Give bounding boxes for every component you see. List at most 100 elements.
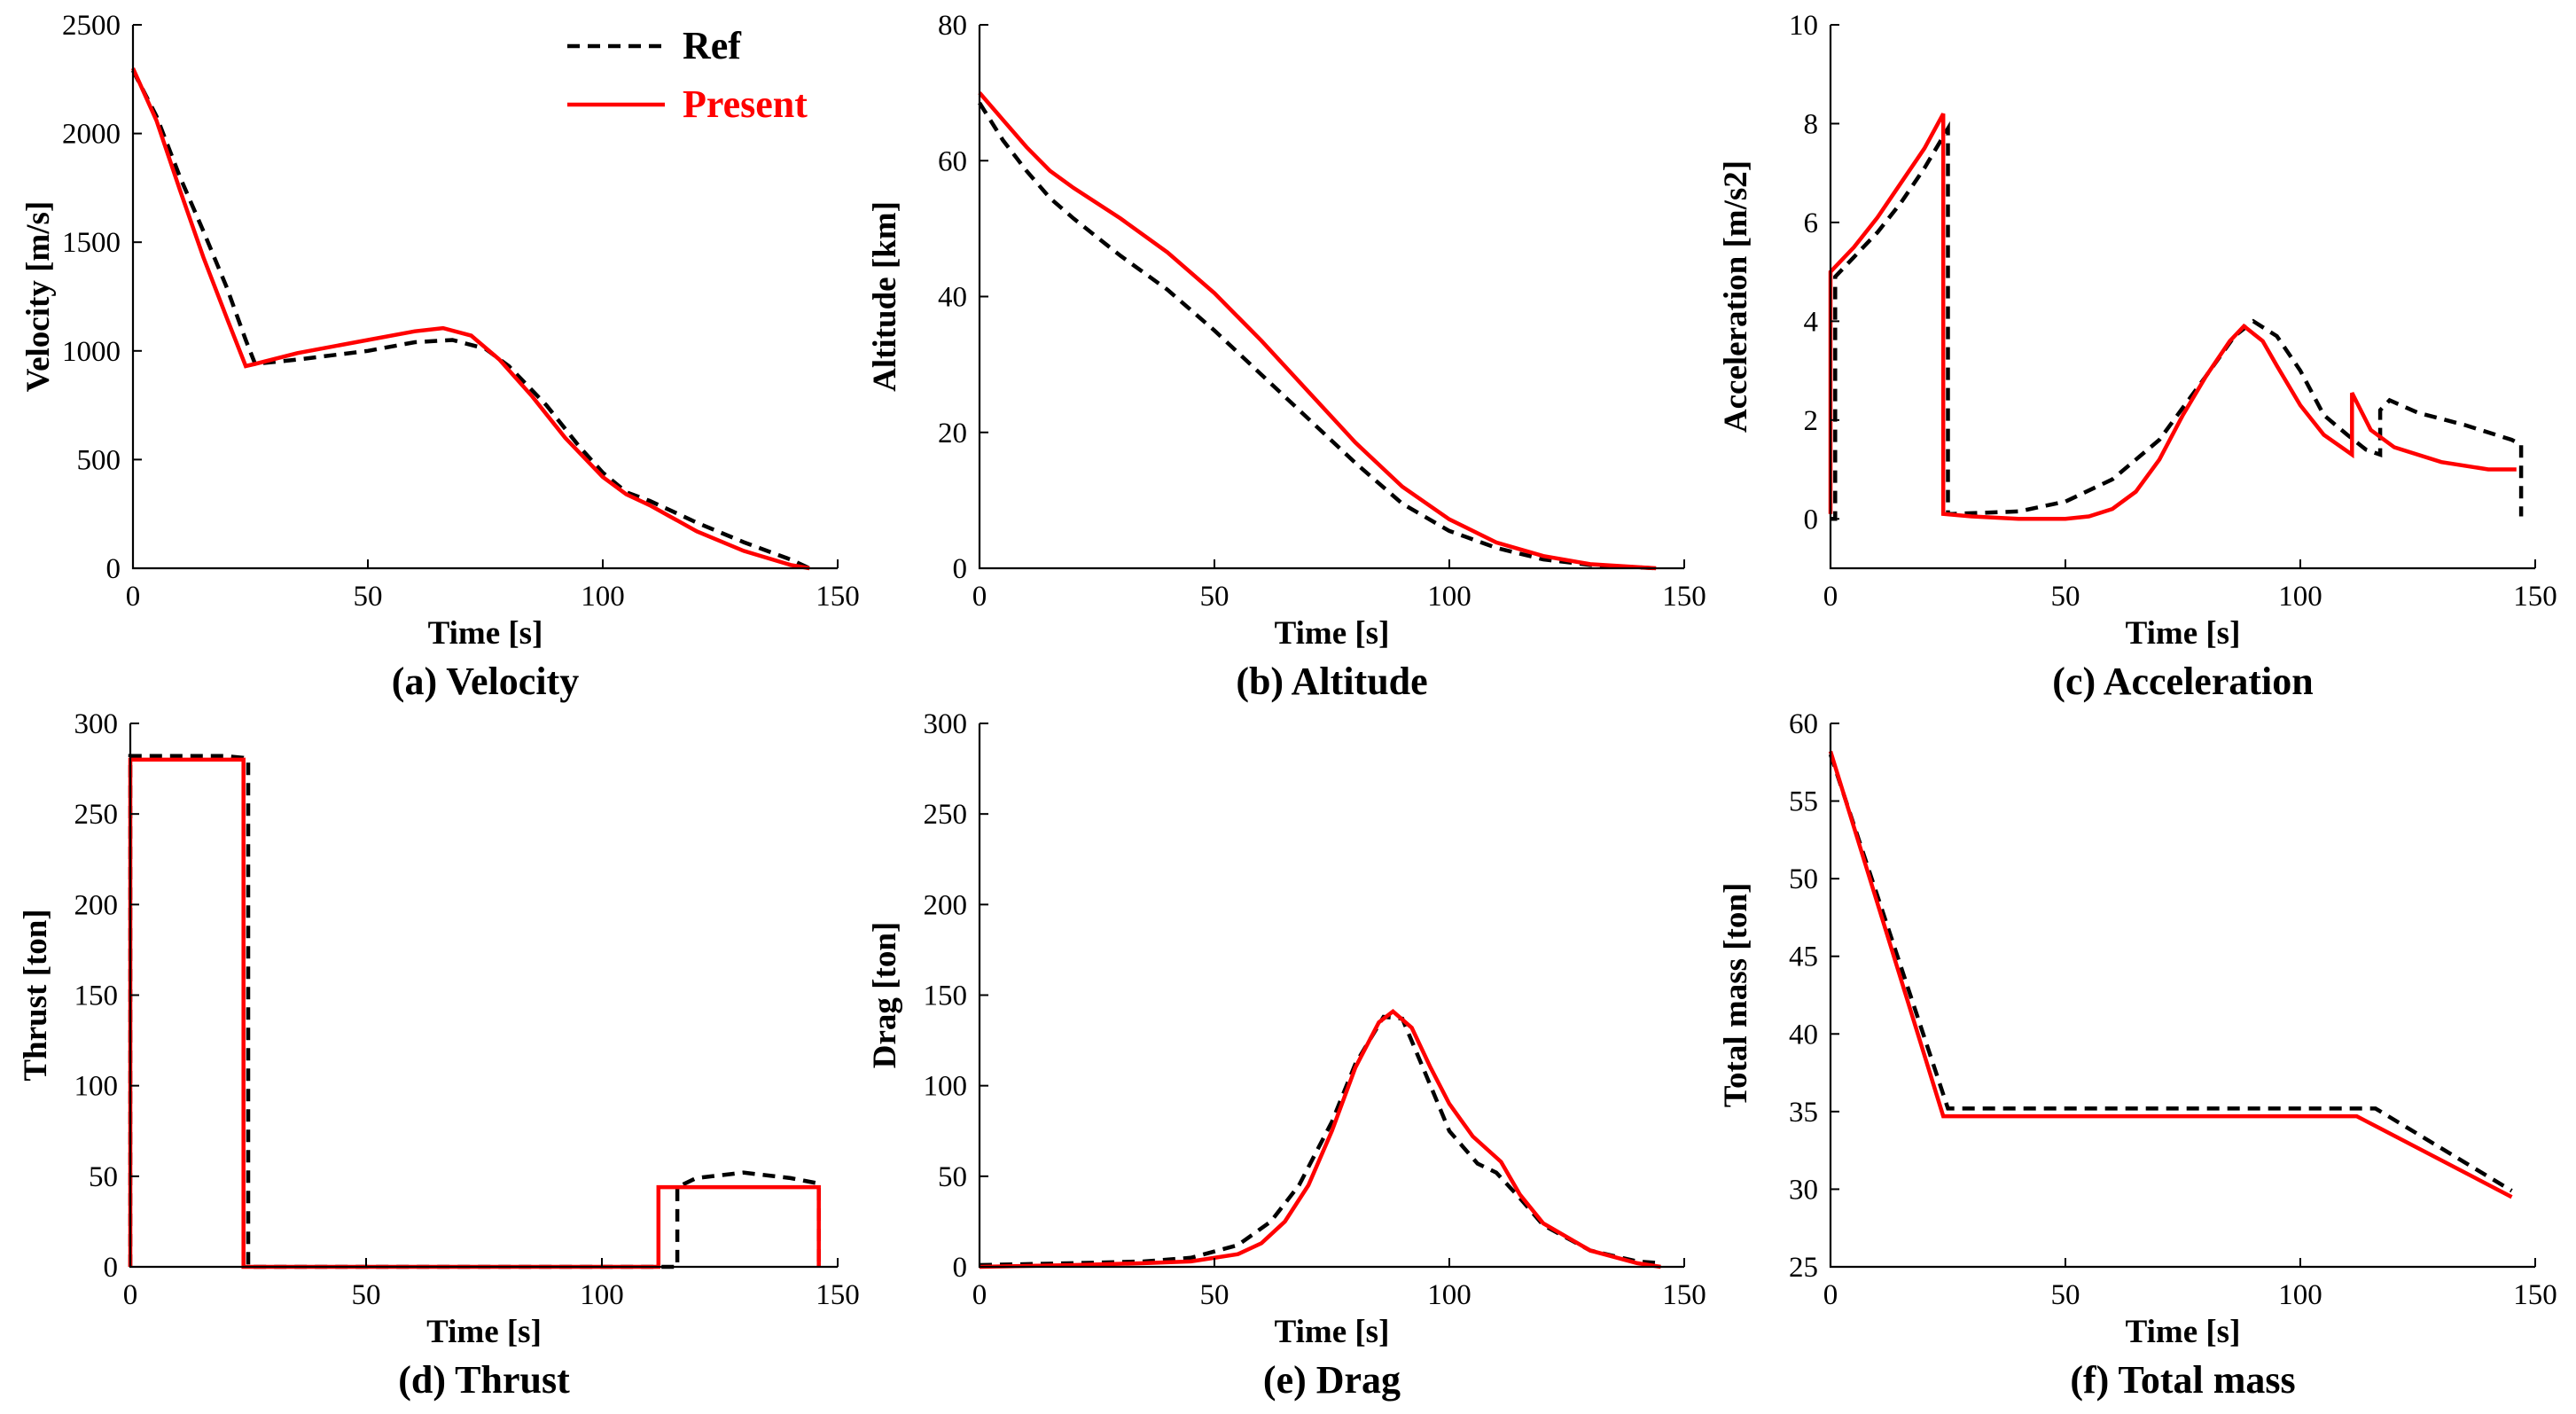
y-axis-label: Drag [ton]	[867, 922, 903, 1068]
x-tick-label: 150	[816, 1279, 860, 1311]
y-tick-label: 50	[1789, 863, 1818, 895]
series-ref-line	[1828, 754, 2513, 1193]
x-tick-label: 150	[1662, 581, 1706, 613]
x-tick-label: 100	[1427, 581, 1471, 613]
y-tick-label: 80	[938, 10, 967, 42]
y-axis-label: Velocity [m/s]	[20, 201, 57, 392]
y-tick-label: 0	[953, 1252, 968, 1284]
axes-frame	[1829, 25, 2535, 570]
y-tick-label: 200	[74, 889, 119, 921]
series-present-line	[1828, 750, 2513, 1199]
x-tick-label: 50	[354, 581, 383, 613]
x-axis-label: Time [s]	[1275, 615, 1390, 652]
series-ref-line	[128, 754, 821, 1269]
y-tick-label: 0	[1804, 504, 1819, 535]
x-tick-label: 150	[2513, 1279, 2557, 1311]
y-tick-label: 250	[924, 799, 968, 831]
y-tick-label: 0	[104, 1252, 119, 1284]
y-tick-label: 2000	[62, 119, 121, 151]
series-ref-line	[978, 101, 1657, 571]
axes-frame	[978, 25, 1684, 570]
series-ref-line	[1831, 121, 2524, 521]
y-tick-label: 150	[74, 980, 119, 1012]
series-present-line	[128, 757, 821, 1269]
y-tick-label: 4	[1804, 306, 1819, 338]
x-axis-label: Time [s]	[428, 615, 543, 652]
series-present-line	[978, 91, 1657, 571]
panel-total-mass: 0 50 100 150 25 30 35 40 45 50 55 60 Time [s] Total m…	[1718, 708, 2557, 1402]
series-ref-line	[979, 1014, 1661, 1268]
y-tick-label: 2500	[62, 10, 121, 42]
x-axis-label: Time [s]	[1275, 1314, 1390, 1350]
x-tick-label: 0	[1823, 1279, 1838, 1311]
panel-altitude: 0 50 100 150 0 20 40 60 80 Time [s] Altitude [km] (…	[867, 10, 1706, 703]
y-tick-label: 40	[1789, 1019, 1818, 1051]
x-tick-label: 150	[1662, 1279, 1706, 1311]
y-tick-label: 40	[938, 282, 967, 314]
x-tick-label: 100	[580, 1279, 624, 1311]
axes-frame	[978, 723, 1684, 1269]
y-tick-label: 60	[1789, 708, 1818, 740]
panel-caption: (e) Drag	[1263, 1358, 1401, 1402]
x-tick-label: 100	[1427, 1279, 1471, 1311]
x-tick-label: 50	[2051, 581, 2080, 613]
y-tick-label: 100	[924, 1071, 968, 1103]
y-tick-label: 45	[1789, 941, 1818, 973]
y-tick-label: 25	[1789, 1252, 1818, 1284]
panel-thrust: 0 50 100 150 0 50 100 150 200 250 300 Time [s] Thrus…	[18, 708, 860, 1402]
y-tick-label: 200	[924, 889, 968, 921]
y-tick-label: 20	[938, 418, 967, 449]
y-tick-label: 300	[74, 708, 119, 740]
x-tick-label: 50	[2051, 1279, 2080, 1311]
x-tick-label: 100	[581, 581, 625, 613]
y-tick-label: 150	[924, 980, 968, 1012]
x-tick-label: 0	[972, 1279, 987, 1311]
y-axis-label: Thrust [ton]	[18, 909, 54, 1081]
y-tick-label: 250	[74, 799, 119, 831]
series-present-line	[1828, 113, 2517, 521]
y-tick-label: 6	[1804, 207, 1819, 239]
y-tick-label: 100	[74, 1071, 119, 1103]
y-tick-label: 8	[1804, 108, 1819, 140]
x-axis-label: Time [s]	[2126, 615, 2241, 652]
y-tick-label: 500	[77, 444, 121, 476]
x-tick-label: 50	[1200, 581, 1229, 613]
panel-drag: 0 50 100 150 0 50 100 150 200 250 300 Time [s] Drag …	[867, 708, 1706, 1402]
y-tick-label: 55	[1789, 786, 1818, 818]
series-ref-line	[130, 69, 811, 571]
x-tick-label: 0	[1823, 581, 1838, 613]
y-tick-label: 50	[938, 1161, 967, 1193]
x-axis-label: Time [s]	[2126, 1314, 2241, 1350]
x-tick-label: 0	[123, 1279, 138, 1311]
y-tick-label: 30	[1789, 1174, 1818, 1206]
y-tick-label: 300	[924, 708, 968, 740]
x-tick-label: 150	[2513, 581, 2557, 613]
y-tick-label: 0	[953, 553, 968, 585]
x-tick-label: 50	[1200, 1279, 1229, 1311]
x-tick-label: 0	[972, 581, 987, 613]
series-present-line	[979, 1008, 1661, 1269]
axes-frame	[1829, 723, 2535, 1269]
panel-caption: (f) Total mass	[2070, 1358, 2295, 1402]
panel-acceleration: 0 50 100 150 0 2 4 6 8 10 Time [s] Acceleration [m/…	[1718, 10, 2557, 703]
x-tick-label: 50	[352, 1279, 381, 1311]
y-tick-label: 1000	[62, 336, 121, 368]
legend-label-ref: Ref	[683, 24, 742, 67]
x-tick-label: 100	[2278, 1279, 2322, 1311]
y-axis-label: Altitude [km]	[867, 201, 903, 392]
y-tick-label: 50	[89, 1161, 118, 1193]
series-present-line	[130, 67, 810, 571]
y-tick-label: 2	[1804, 405, 1819, 437]
panel-caption: (c) Acceleration	[2052, 660, 2313, 703]
legend-label-present: Present	[683, 82, 808, 126]
y-tick-label: 60	[938, 145, 967, 177]
x-tick-label: 100	[2278, 581, 2322, 613]
y-tick-label: 10	[1789, 10, 1818, 42]
legend: Ref Present	[567, 24, 808, 126]
y-axis-label: Acceleration [m/s2]	[1718, 160, 1754, 433]
x-axis-label: Time [s]	[426, 1314, 542, 1350]
panel-caption: (a) Velocity	[392, 660, 579, 703]
x-tick-label: 150	[816, 581, 860, 613]
